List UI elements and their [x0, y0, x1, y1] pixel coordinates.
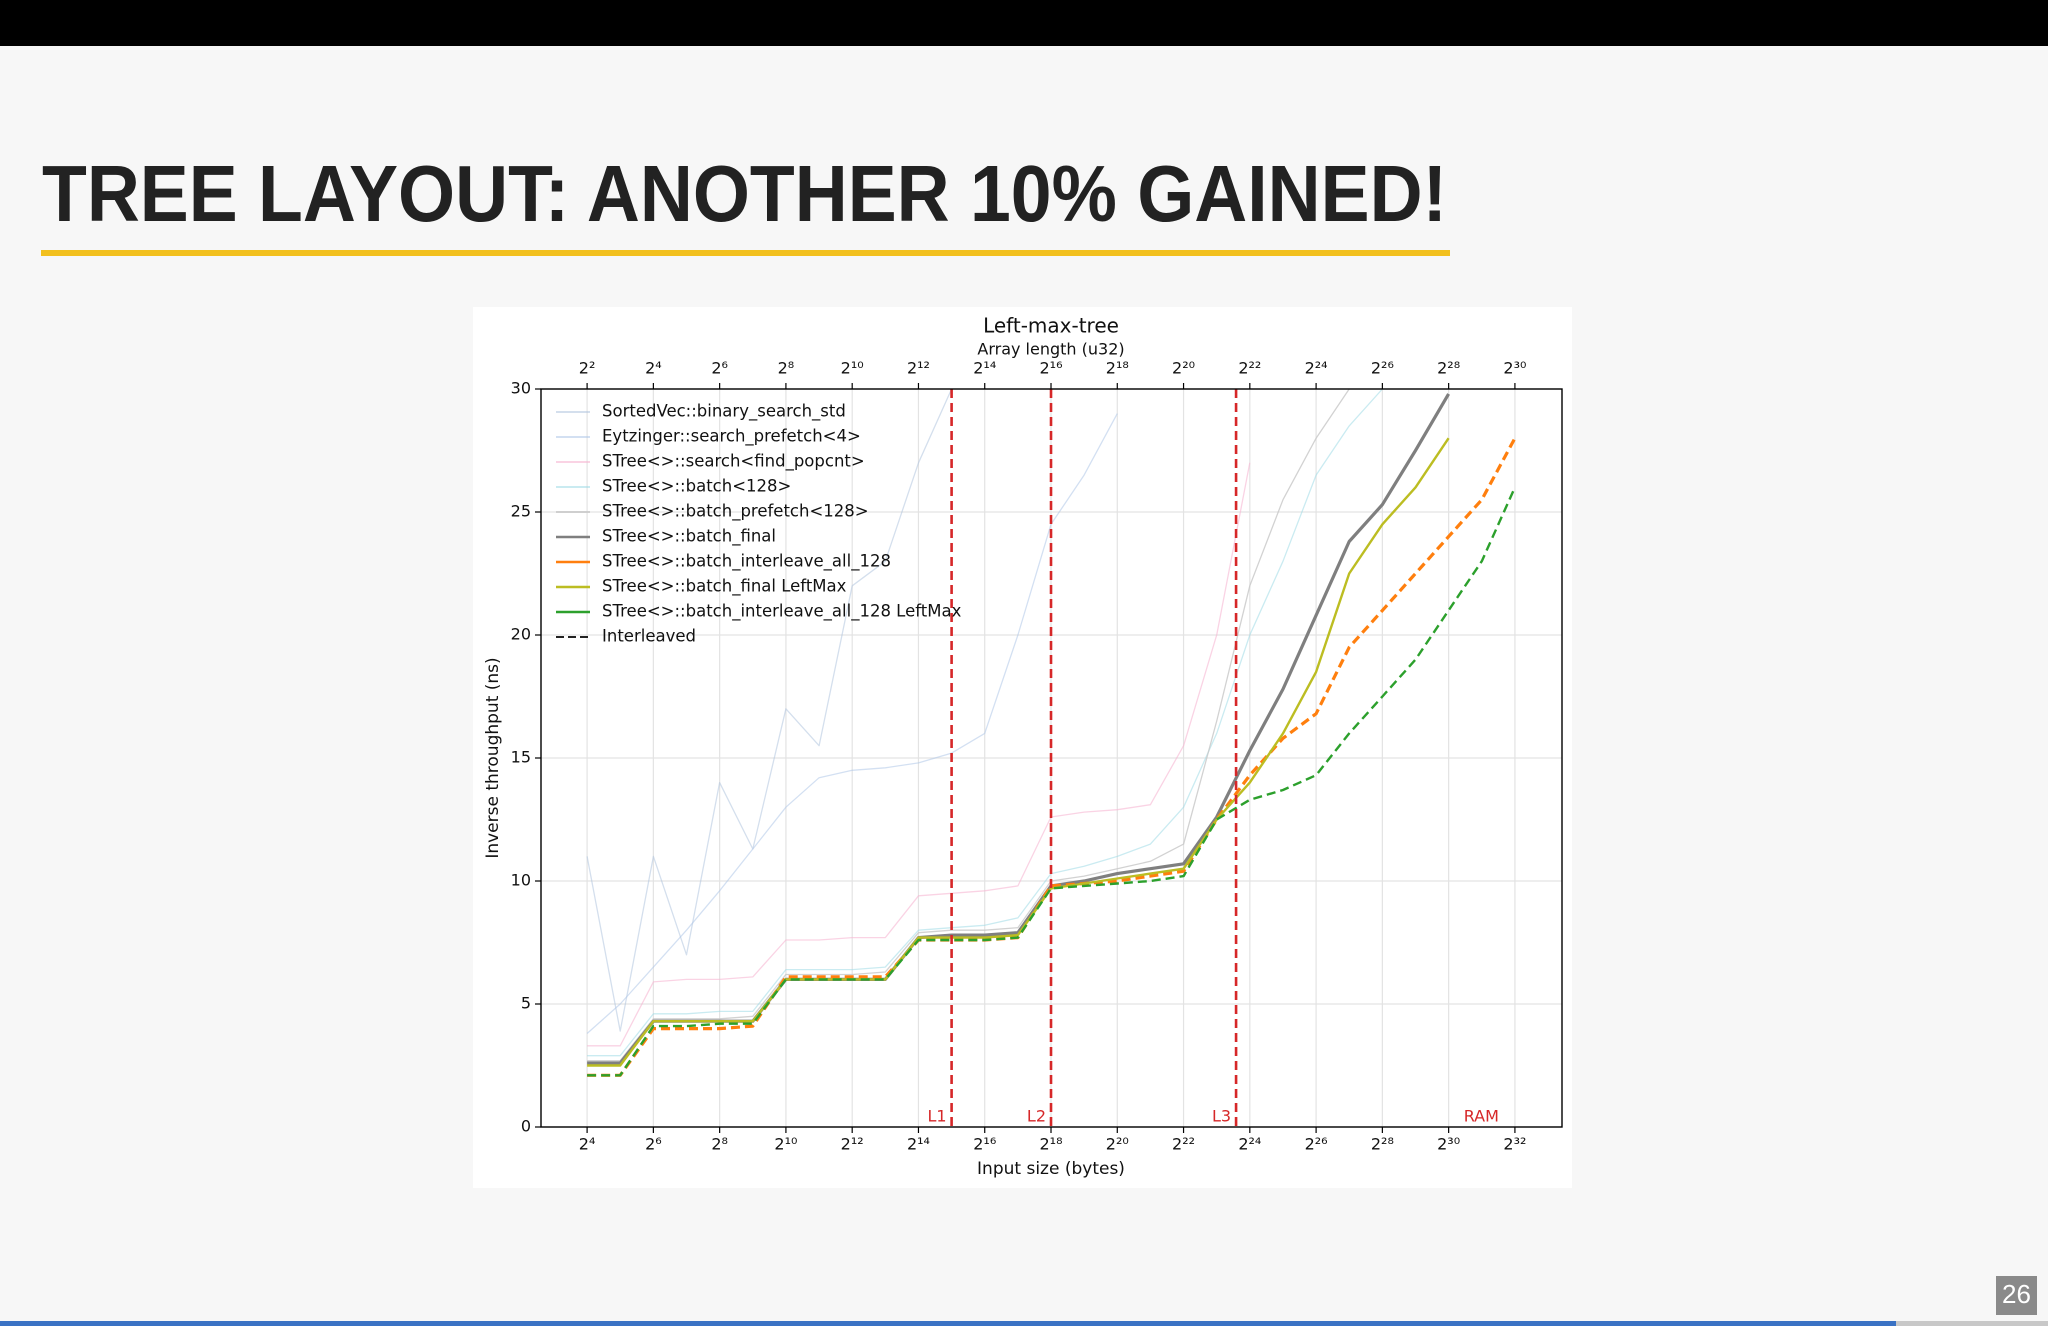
x-tick-label: 2⁴ [579, 1135, 596, 1154]
x2-tick-label: 2²² [1238, 359, 1261, 378]
x-tick-label: 2²⁸ [1371, 1135, 1394, 1154]
x2-tick-label: 2² [579, 359, 596, 378]
progress-track [1896, 1321, 2048, 1326]
y-tick-label: 15 [511, 748, 531, 767]
x2-axis-label: Array length (u32) [977, 340, 1124, 359]
x-tick-label: 2¹⁸ [1039, 1135, 1062, 1154]
region-label: L1 [928, 1107, 947, 1126]
title-underline [41, 250, 1450, 256]
x2-tick-label: 2¹² [907, 359, 930, 378]
x2-tick-label: 2¹⁶ [1039, 359, 1062, 378]
legend-label: Interleaved [602, 627, 696, 646]
chart-title: Left-max-tree [983, 314, 1119, 338]
top-bar [0, 0, 2048, 46]
legend-label: Eytzinger::search_prefetch<4> [602, 427, 861, 447]
x2-tick-label: 2¹⁰ [841, 359, 864, 378]
x-tick-label: 2²⁰ [1106, 1135, 1129, 1154]
series-line [587, 389, 1350, 1062]
slide-title: TREE LAYOUT: ANOTHER 10% GAINED! [42, 149, 1447, 238]
y-tick-label: 10 [511, 871, 531, 890]
y-tick-label: 5 [521, 994, 531, 1013]
y-tick-label: 25 [511, 502, 531, 521]
x-tick-label: 2³² [1503, 1135, 1526, 1154]
legend-label: STree<>::batch_final LeftMax [602, 577, 847, 597]
x-tick-label: 2⁶ [645, 1135, 662, 1154]
x-tick-label: 2³⁰ [1437, 1135, 1460, 1154]
legend-label: STree<>::search<find_popcnt> [602, 452, 865, 472]
page-number-box [1996, 1276, 2037, 1315]
x2-tick-label: 2⁴ [645, 359, 662, 378]
page-number: 26 [2002, 1279, 2031, 1309]
x2-tick-label: 2³⁰ [1503, 359, 1526, 378]
chart-panel [473, 307, 1572, 1188]
x2-tick-label: 2²⁰ [1172, 359, 1195, 378]
x2-tick-label: 2¹⁸ [1106, 359, 1129, 378]
x2-tick-label: 2¹⁴ [973, 359, 996, 378]
x2-tick-label: 2²⁸ [1437, 359, 1460, 378]
legend-label: STree<>::batch_interleave_all_128 LeftMa… [602, 602, 962, 622]
legend-label: STree<>::batch_interleave_all_128 [602, 552, 891, 572]
x2-tick-label: 2⁶ [711, 359, 728, 378]
x-tick-label: 2¹² [841, 1135, 864, 1154]
x-axis-label: Input size (bytes) [977, 1159, 1125, 1179]
x2-tick-label: 2⁸ [778, 359, 795, 378]
legend-label: STree<>::batch_prefetch<128> [602, 502, 869, 522]
series-line [587, 389, 1383, 1057]
plot-frame [540, 388, 1563, 1128]
series-line [587, 437, 1450, 1067]
region-label: L3 [1212, 1107, 1231, 1126]
x-tick-label: 2¹⁶ [973, 1135, 996, 1154]
series-line [586, 389, 953, 1032]
y-tick-label: 20 [511, 625, 531, 644]
region-label: RAM [1464, 1107, 1499, 1126]
y-tick-label: 0 [521, 1117, 531, 1136]
legend-label: STree<>::batch<128> [602, 477, 791, 496]
legend-label: SortedVec::binary_search_std [602, 402, 846, 422]
series-line [586, 413, 1118, 1034]
plot-area [586, 389, 1517, 1077]
x-tick-label: 2²⁶ [1305, 1135, 1328, 1154]
x-tick-label: 2²⁴ [1238, 1135, 1261, 1154]
x2-tick-label: 2²⁴ [1305, 359, 1328, 378]
region-label: L2 [1027, 1107, 1046, 1126]
x2-tick-label: 2²⁶ [1371, 359, 1394, 378]
y-axis-label: Inverse throughput (ns) [483, 657, 503, 858]
progress-bar [0, 1321, 1896, 1326]
x-tick-label: 2²² [1172, 1135, 1195, 1154]
y-tick-label: 30 [511, 379, 531, 398]
x-tick-label: 2¹⁰ [774, 1135, 797, 1154]
series-line [587, 462, 1251, 1047]
x-tick-label: 2¹⁴ [907, 1135, 930, 1154]
legend-label: STree<>::batch_final [602, 527, 776, 547]
x-tick-label: 2⁸ [711, 1135, 728, 1154]
